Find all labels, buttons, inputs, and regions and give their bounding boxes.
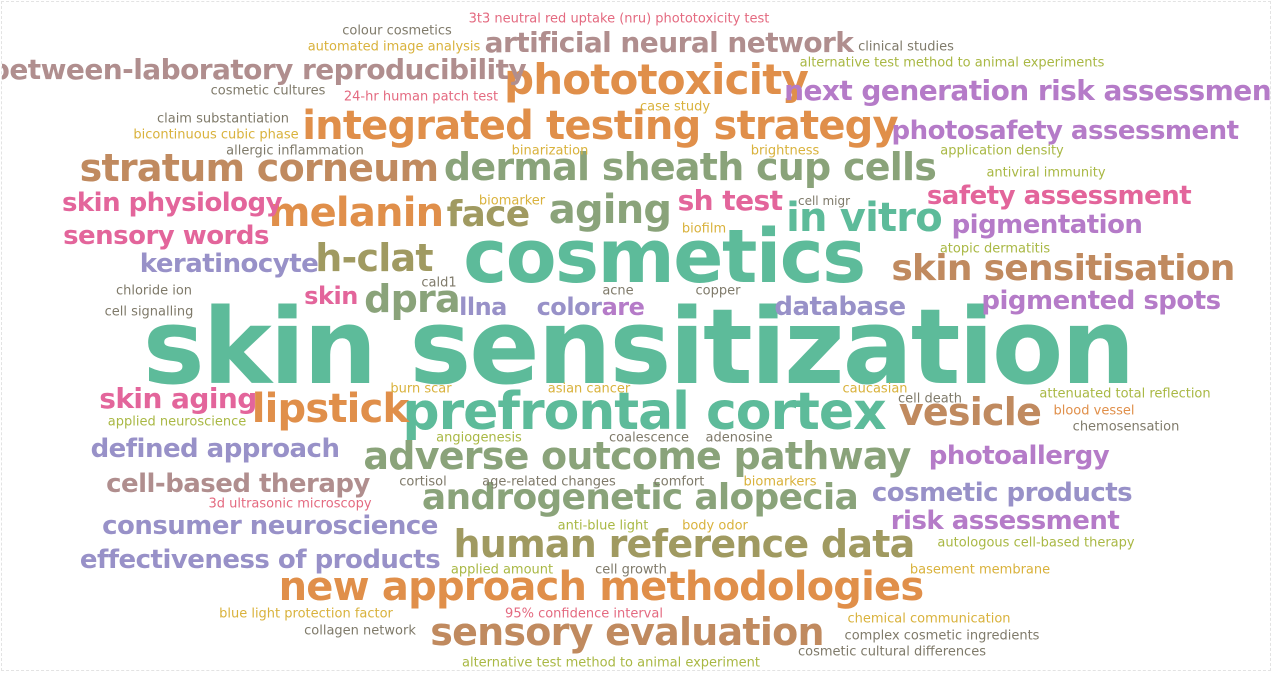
word: caucasian xyxy=(842,381,908,397)
word: photoallergy xyxy=(928,441,1110,471)
word: applied neuroscience xyxy=(107,414,247,430)
word: skin sensitization xyxy=(142,286,1136,408)
word: coalescence xyxy=(609,430,689,446)
word: binarization xyxy=(511,143,589,159)
word: cell signalling xyxy=(104,304,194,320)
word: asian cancer xyxy=(547,381,631,397)
word: case study xyxy=(639,99,711,115)
word: collagen network xyxy=(304,623,416,639)
word: new approach methodologies xyxy=(278,564,925,610)
word: keratinocyte xyxy=(139,249,319,279)
word: cell-based therapy xyxy=(106,469,370,499)
word: lipstick xyxy=(251,386,409,432)
word: consumer neuroscience xyxy=(102,511,438,541)
word: basement membrane xyxy=(909,562,1051,578)
word: sensory evaluation xyxy=(430,610,824,654)
word: 95% confidence interval xyxy=(505,606,663,622)
word: age-related changes xyxy=(482,474,616,490)
word: 3d ultrasonic microscopy xyxy=(208,496,372,512)
word: autologous cell-based therapy xyxy=(937,535,1135,551)
word: pigmentation xyxy=(951,210,1143,240)
word: next generation risk assessment xyxy=(784,74,1271,107)
word: applied amount xyxy=(450,562,554,578)
word: cell death xyxy=(897,391,963,407)
word: integrated testing strategy xyxy=(302,103,898,149)
word: human reference data xyxy=(453,522,916,566)
word: biomarker xyxy=(478,193,546,209)
word: cosmetic cultural differences xyxy=(798,644,986,660)
word: alternative test method to animal experi… xyxy=(799,55,1105,71)
word: biomarkers xyxy=(743,474,817,490)
word: acne xyxy=(602,283,634,299)
word: skin xyxy=(304,282,358,310)
word: stratum corneum xyxy=(79,146,439,190)
word: comfort xyxy=(653,474,705,490)
word: cortisol xyxy=(399,474,447,490)
word: chemosensation xyxy=(1072,419,1180,435)
word: defined approach xyxy=(90,434,340,464)
word: sh test xyxy=(677,184,783,217)
word: risk assessment xyxy=(890,506,1120,536)
word: adenosine xyxy=(705,430,773,446)
word: h-clat xyxy=(315,236,433,280)
word: blue light protection factor xyxy=(219,606,393,622)
word: database xyxy=(774,292,906,322)
word: bicontinuous cubic phase xyxy=(133,127,299,143)
word: 3t3 neutral red uptake (nru) phototoxici… xyxy=(468,11,770,27)
word: allergic inflammation xyxy=(226,143,364,159)
word: clinical studies xyxy=(858,39,954,55)
word: aging xyxy=(548,187,672,233)
word: skin physiology xyxy=(61,188,283,218)
word: alternative test method to animal experi… xyxy=(461,655,761,671)
word: attenuated total reflection xyxy=(1039,386,1211,402)
word: sensory words xyxy=(63,221,269,251)
word: complex cosmetic ingredients xyxy=(844,628,1040,644)
word: claim substantiation xyxy=(156,111,290,127)
word: vesicle xyxy=(898,390,1042,434)
word: anti-blue light xyxy=(557,518,649,534)
word: automated image analysis xyxy=(307,39,481,55)
word: brightness xyxy=(750,143,820,159)
word: androgenetic alopecia xyxy=(421,477,859,518)
word: atopic dermatitis xyxy=(939,241,1051,257)
word: between-laboratory reproducibility xyxy=(1,53,527,86)
word: angiogenesis xyxy=(436,430,522,446)
word: cald1 xyxy=(421,275,457,291)
word: photosafety assessment xyxy=(891,116,1240,146)
word: 24-hr human patch test xyxy=(343,89,499,105)
word: copper xyxy=(695,283,741,299)
word: prefrontal cortex xyxy=(402,382,886,442)
word: melanin xyxy=(268,190,444,236)
word: cosmetic cultures xyxy=(210,83,326,99)
word: burn scar xyxy=(390,381,452,397)
word: blood vessel xyxy=(1053,403,1135,419)
word: adverse outcome pathway xyxy=(363,434,911,478)
word: face xyxy=(446,194,531,235)
word: antiviral immunity xyxy=(986,165,1106,181)
word: cell growth xyxy=(595,562,667,578)
word: cosmetics xyxy=(463,214,866,300)
word: skin sensitisation xyxy=(891,248,1235,289)
word: skin aging xyxy=(99,382,257,415)
word: chloride ion xyxy=(115,283,193,299)
word: dermal sheath cup cells xyxy=(443,145,937,189)
word: biofilm xyxy=(681,221,727,237)
word: dpra xyxy=(364,277,461,321)
word: phototoxicity xyxy=(504,55,809,104)
word: artificial neural network xyxy=(484,26,854,59)
word: llna xyxy=(459,293,507,321)
word: chemical communication xyxy=(847,611,1011,627)
word: in vitro xyxy=(786,195,943,241)
word: safety assessment xyxy=(926,181,1192,211)
word: application density xyxy=(940,143,1064,159)
word: pigmented spots xyxy=(981,286,1221,316)
word: cosmetic products xyxy=(871,478,1133,508)
word: body odor xyxy=(682,518,748,534)
word: color xyxy=(536,293,602,321)
word: colour cosmetics xyxy=(342,23,452,39)
word: cell migr xyxy=(797,194,851,208)
word: effectiveness of products xyxy=(79,545,441,575)
word: are xyxy=(601,293,645,321)
